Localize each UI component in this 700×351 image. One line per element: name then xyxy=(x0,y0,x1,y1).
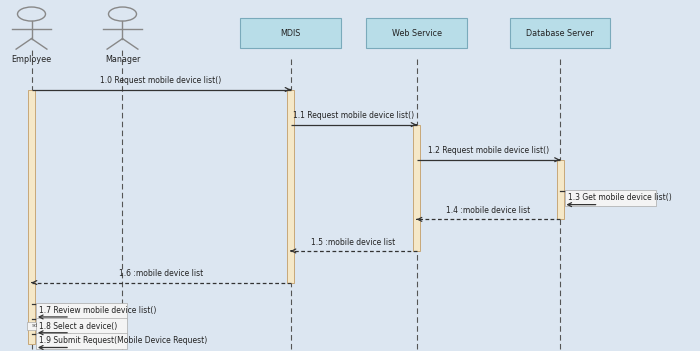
Text: 1.2 Request mobile device list(): 1.2 Request mobile device list() xyxy=(428,146,549,155)
FancyBboxPatch shape xyxy=(27,322,43,330)
Bar xyxy=(287,90,294,283)
Bar xyxy=(28,90,35,344)
Text: 1.9 Submit Request(Mobile Device Request): 1.9 Submit Request(Mobile Device Request… xyxy=(39,336,207,345)
FancyBboxPatch shape xyxy=(240,18,341,48)
Text: Web Service: Web Service xyxy=(391,29,442,38)
FancyBboxPatch shape xyxy=(366,18,467,48)
FancyBboxPatch shape xyxy=(510,18,610,48)
Text: 1.8 Select a device(): 1.8 Select a device() xyxy=(39,322,118,331)
Text: 1.7 Review mobile device list(): 1.7 Review mobile device list() xyxy=(39,306,157,315)
Text: Database Server: Database Server xyxy=(526,29,594,38)
Text: MDIS: MDIS xyxy=(280,29,301,38)
Text: 1.5 :mobile device list: 1.5 :mobile device list xyxy=(312,238,395,247)
Text: 1.4 :mobile device list: 1.4 :mobile device list xyxy=(446,206,531,215)
Text: 1.6 :mobile device list: 1.6 :mobile device list xyxy=(119,269,203,278)
Bar xyxy=(413,125,420,251)
Bar xyxy=(556,160,564,219)
FancyBboxPatch shape xyxy=(36,318,127,335)
FancyBboxPatch shape xyxy=(565,190,656,206)
Text: 1.3 Get mobile device list(): 1.3 Get mobile device list() xyxy=(568,193,671,203)
Text: Employee: Employee xyxy=(11,55,52,65)
Text: 1.0 Request mobile device list(): 1.0 Request mobile device list() xyxy=(100,76,222,85)
FancyBboxPatch shape xyxy=(36,303,127,319)
FancyBboxPatch shape xyxy=(36,333,127,349)
Text: sd: sd xyxy=(32,323,38,328)
Text: 1.1 Request mobile device list(): 1.1 Request mobile device list() xyxy=(293,111,414,120)
Text: Manager: Manager xyxy=(105,55,140,65)
